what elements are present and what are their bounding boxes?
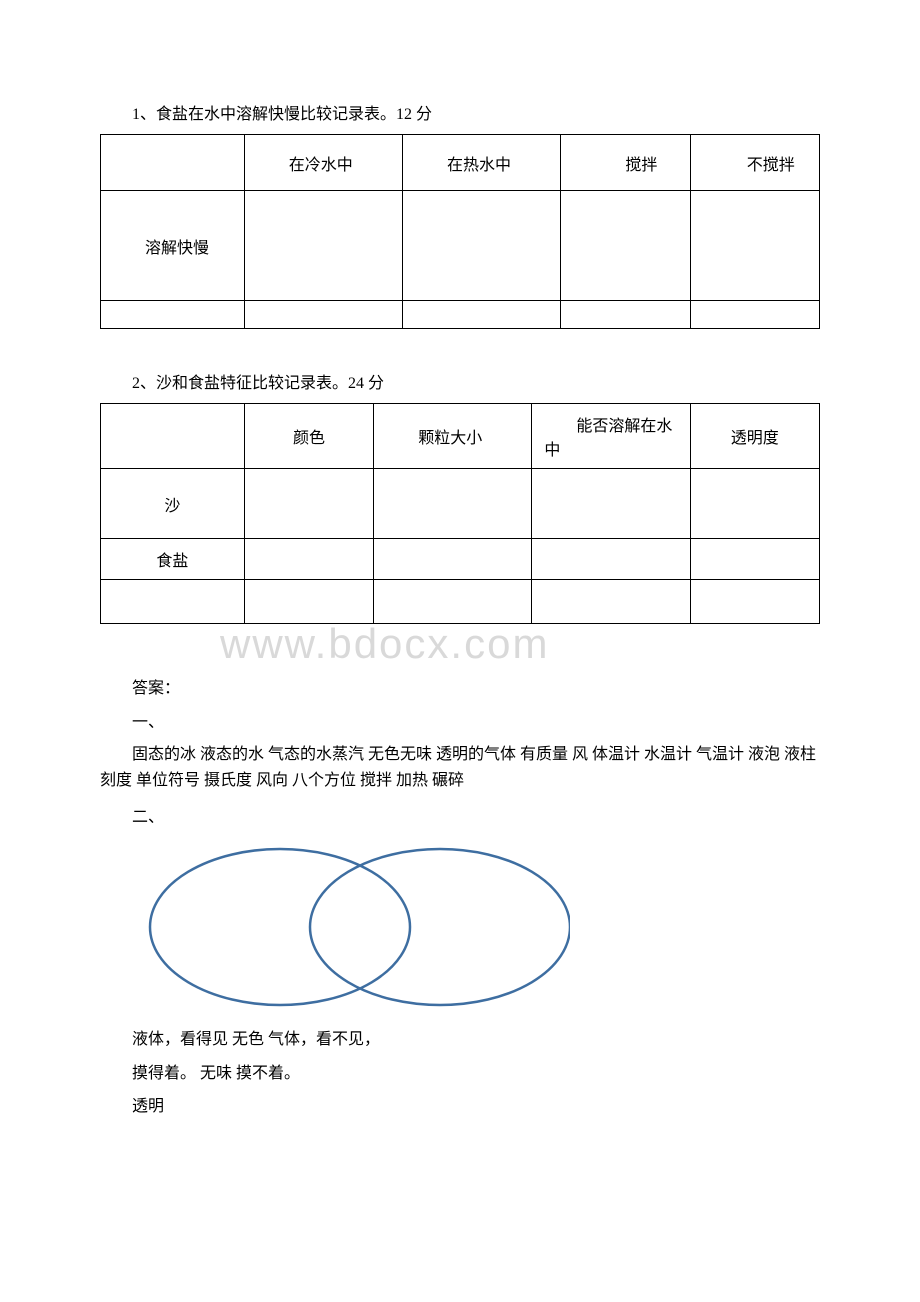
- section-1-label: 一、: [100, 708, 820, 732]
- table-cell: [244, 580, 373, 624]
- section-2-label: 二、: [100, 803, 820, 827]
- table-cell: [374, 580, 532, 624]
- table-cell: [532, 580, 690, 624]
- table-cell: 溶解快慢: [101, 191, 245, 301]
- table-row: 食盐: [101, 539, 820, 580]
- table-1: 在冷水中 在热水中 搅拌 不搅拌 溶解快慢: [100, 134, 820, 329]
- table-row: [101, 301, 820, 329]
- venn-svg: [130, 837, 570, 1017]
- table-cell: 食盐: [101, 539, 245, 580]
- table-cell: [402, 191, 560, 301]
- table-cell: [532, 539, 690, 580]
- table-cell: 在热水中: [402, 135, 560, 191]
- answer-line-3: 透明: [100, 1094, 820, 1120]
- table-cell: 颜色: [244, 404, 373, 469]
- answer-line-1: 液体，看得见 无色 气体，看不见，: [100, 1027, 820, 1053]
- table-cell: 搅拌: [561, 135, 690, 191]
- table-row: 颜色 颗粒大小 能否溶解在水中 透明度: [101, 404, 820, 469]
- table-cell: [101, 301, 245, 329]
- venn-diagram: [130, 837, 820, 1017]
- table-cell: [244, 191, 402, 301]
- question-1-text: 1、食盐在水中溶解快慢比较记录表。12 分: [100, 100, 820, 124]
- table-cell: [402, 301, 560, 329]
- table-cell: 透明度: [690, 404, 819, 469]
- table-2: 颜色 颗粒大小 能否溶解在水中 透明度 沙 食盐: [100, 403, 820, 624]
- table-cell: [690, 539, 819, 580]
- table-cell: [244, 469, 373, 539]
- table-row: [101, 580, 820, 624]
- answer-line-2: 摸得着。 无味 摸不着。: [100, 1061, 820, 1087]
- table-cell: [101, 404, 245, 469]
- table-cell: [690, 191, 819, 301]
- table-cell: [101, 135, 245, 191]
- answer-1-span: 固态的冰 液态的水 气态的水蒸汽 无色无味 透明的气体 有质量 风 体温计 水温…: [100, 746, 816, 789]
- table-cell: [690, 301, 819, 329]
- table-cell: [690, 469, 819, 539]
- table-cell: [374, 539, 532, 580]
- table-cell: [561, 191, 690, 301]
- table-cell: [244, 539, 373, 580]
- table-cell: [561, 301, 690, 329]
- answer-1-text: 固态的冰 液态的水 气态的水蒸汽 无色无味 透明的气体 有质量 风 体温计 水温…: [100, 742, 820, 793]
- table-row: 在冷水中 在热水中 搅拌 不搅拌: [101, 135, 820, 191]
- watermark-text: www.bdocx.com: [220, 620, 549, 668]
- answer-label: 答案：: [100, 674, 820, 698]
- table-cell: [532, 469, 690, 539]
- table-row: 沙: [101, 469, 820, 539]
- table-cell: 沙: [101, 469, 245, 539]
- question-2-text: 2、沙和食盐特征比较记录表。24 分: [100, 369, 820, 393]
- table-cell: 在冷水中: [244, 135, 402, 191]
- table-cell: 颗粒大小: [374, 404, 532, 469]
- table-cell: [244, 301, 402, 329]
- table-cell: [374, 469, 532, 539]
- table-cell: [101, 580, 245, 624]
- table-cell: 能否溶解在水中: [532, 404, 690, 469]
- table-cell: 不搅拌: [690, 135, 819, 191]
- table-cell: [690, 580, 819, 624]
- table-row: 溶解快慢: [101, 191, 820, 301]
